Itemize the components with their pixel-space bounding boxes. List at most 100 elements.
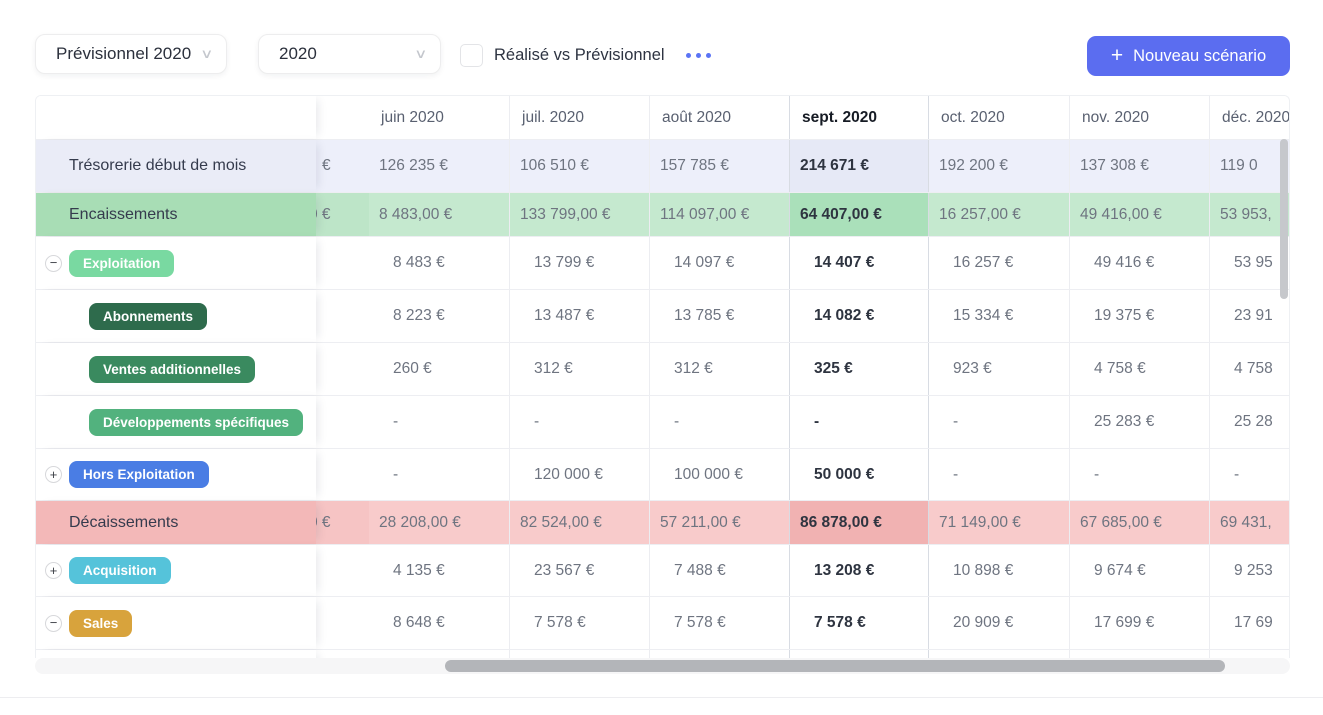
value-cell[interactable]: 13 487 €: [509, 290, 649, 342]
value-cell[interactable]: 17 69: [1209, 597, 1289, 649]
value-cell[interactable]: [789, 650, 929, 658]
value-cell[interactable]: 23 91: [1209, 290, 1289, 342]
row-label-cell-tresorerie: Trésorerie début de mois: [36, 140, 316, 192]
value-cell[interactable]: [509, 650, 649, 658]
value-cell[interactable]: 9 674 €: [1069, 545, 1209, 596]
category-pill-abonnements[interactable]: Abonnements: [89, 302, 208, 330]
value-cell[interactable]: [369, 650, 509, 658]
chevron-down-icon: ∨: [414, 46, 428, 61]
clipped-month-cell: €: [316, 396, 369, 448]
value-cell: 114 097,00 €: [649, 193, 789, 236]
value-cell[interactable]: -: [1069, 449, 1209, 500]
value-cell[interactable]: -: [393, 465, 399, 483]
collapse-toggle-exploitation[interactable]: −: [45, 254, 62, 272]
value-cell[interactable]: 7 578 €: [509, 597, 649, 649]
clipped-month-cell: €: [316, 290, 369, 342]
compare-checkbox[interactable]: [460, 44, 483, 67]
value-cell[interactable]: -: [393, 413, 399, 430]
value-cell[interactable]: 13 785 €: [649, 290, 789, 342]
value-cell[interactable]: 15 334 €: [953, 307, 1014, 324]
value-cell[interactable]: 923 €: [953, 360, 992, 377]
table-row-ventes-additionnelles: Ventes additionnelles 260 €312 €312 €325 …: [36, 343, 1289, 396]
value-cell[interactable]: [1209, 650, 1289, 658]
scenario-dropdown[interactable]: Prévisionnel 2020 ∨: [35, 34, 227, 74]
value-cell: 64 407,00 €: [789, 193, 929, 236]
treasury-table: juin 2020 juil. 2020 août 2020 sept. 2020 oc…: [35, 95, 1290, 658]
category-pill-ventes-additionnelles[interactable]: Ventes additionnelles: [89, 355, 256, 383]
value-cell[interactable]: 49 416 €: [1069, 237, 1209, 289]
value-cell[interactable]: 23 567 €: [509, 545, 649, 596]
value-cell[interactable]: 325 €: [789, 343, 929, 395]
value-cell[interactable]: [929, 650, 1069, 658]
value-cell[interactable]: [1069, 650, 1209, 658]
value-cell[interactable]: 4 758 €: [1069, 343, 1209, 395]
new-scenario-button-label: Nouveau scénario: [1133, 46, 1267, 65]
value-cell[interactable]: 14 407 €: [789, 237, 929, 289]
value-cell[interactable]: 8 223 €: [393, 307, 445, 324]
value-cell[interactable]: 9 253: [1209, 545, 1289, 596]
value-cell[interactable]: [649, 650, 789, 658]
value-cell[interactable]: 53 95: [1209, 237, 1289, 289]
collapse-toggle-sales[interactable]: −: [45, 614, 62, 632]
value-cell[interactable]: 14 082 €: [789, 290, 929, 342]
value-cell[interactable]: 260 €: [393, 360, 432, 377]
value-cell[interactable]: 13 799 €: [509, 237, 649, 289]
category-pill-developpements-specifiques[interactable]: Développements spécifiques: [89, 408, 304, 436]
scenario-dropdown-value: Prévisionnel 2020: [56, 44, 192, 63]
value-cell[interactable]: 312 €: [649, 343, 789, 395]
expand-toggle-acquisition[interactable]: +: [45, 562, 62, 579]
row-label-cell-ventes-additionnelles: Ventes additionnelles: [36, 343, 316, 395]
table-header-row: juin 2020 juil. 2020 août 2020 sept. 2020 oc…: [36, 96, 1289, 140]
year-dropdown[interactable]: 2020 ∨: [258, 34, 441, 74]
value-cell[interactable]: 8 648 €: [393, 614, 445, 631]
value-cell[interactable]: 20 909 €: [953, 614, 1014, 631]
value-cell[interactable]: 8 483 €: [393, 254, 445, 271]
category-pill-acquisition[interactable]: Acquisition: [69, 557, 171, 584]
category-pill-exploitation[interactable]: Exploitation: [69, 249, 175, 277]
value-cell[interactable]: 7 488 €: [649, 545, 789, 596]
table-row-exploitation: −Exploitation€8 483 €13 799 €14 097 €14 …: [36, 237, 1289, 290]
value-cell[interactable]: -: [649, 396, 789, 448]
column-header-juin-2020: juin 2020: [381, 108, 444, 126]
clipped-value-fragment: 0 €: [316, 205, 331, 223]
value-cell[interactable]: -: [953, 465, 959, 483]
value-cell[interactable]: -: [1209, 449, 1289, 500]
value-cell[interactable]: 17 699 €: [1069, 597, 1209, 649]
expand-toggle-hors-exploitation[interactable]: +: [45, 466, 62, 483]
vertical-scrollbar-thumb[interactable]: [1280, 139, 1288, 299]
horizontal-scrollbar-track: [35, 658, 1290, 674]
value-cell[interactable]: 13 208 €: [789, 545, 929, 596]
clipped-value-fragment: €: [322, 157, 331, 174]
value-cell: 126 235 €: [369, 140, 509, 192]
value-cell: 192 200 €: [929, 140, 1069, 192]
value-cell[interactable]: -: [789, 396, 929, 448]
column-header-oct-2020: oct. 2020: [941, 108, 1005, 126]
table-row-hors-exploitation: + Hors Exploitation - 120 000 €100 000 €50 …: [36, 449, 1289, 501]
new-scenario-button[interactable]: + Nouveau scénario: [1087, 36, 1290, 76]
value-cell[interactable]: 14 097 €: [649, 237, 789, 289]
more-options-button[interactable]: [684, 51, 713, 60]
value-cell[interactable]: 7 578 €: [649, 597, 789, 649]
row-label-tresorerie: Trésorerie début de mois: [69, 157, 247, 174]
value-cell[interactable]: 4 135 €: [393, 561, 445, 579]
year-dropdown-value: 2020: [279, 44, 317, 63]
value-cell[interactable]: 25 28: [1209, 396, 1289, 448]
value-cell[interactable]: 7 578 €: [789, 597, 929, 649]
category-pill-hors-exploitation[interactable]: Hors Exploitation: [69, 461, 209, 488]
value-cell[interactable]: 19 375 €: [1069, 290, 1209, 342]
value-cell: 53 953,: [1209, 193, 1289, 236]
value-cell: 67 685,00 €: [1069, 501, 1209, 544]
row-label-cell-partial-row: [36, 650, 316, 658]
category-pill-sales[interactable]: Sales: [69, 609, 133, 637]
value-cell[interactable]: -: [509, 396, 649, 448]
value-cell[interactable]: 16 257 €: [953, 254, 1014, 271]
value-cell[interactable]: 25 283 €: [1069, 396, 1209, 448]
value-cell[interactable]: 4 758: [1209, 343, 1289, 395]
value-cell[interactable]: -: [953, 413, 959, 430]
value-cell[interactable]: 120 000 €: [509, 449, 649, 500]
value-cell[interactable]: 312 €: [509, 343, 649, 395]
value-cell[interactable]: 50 000 €: [789, 449, 929, 500]
horizontal-scrollbar-thumb[interactable]: [445, 660, 1225, 672]
value-cell[interactable]: 100 000 €: [649, 449, 789, 500]
value-cell[interactable]: 10 898 €: [953, 561, 1014, 579]
